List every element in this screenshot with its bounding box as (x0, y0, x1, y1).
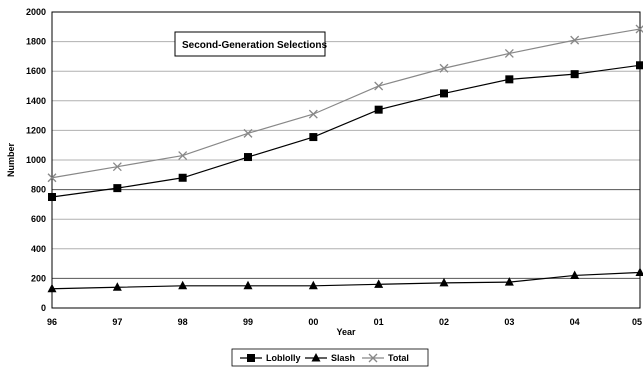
point-slash-04 (570, 270, 580, 279)
gridlines (52, 41, 640, 279)
point-total-04 (570, 35, 580, 45)
point-loblolly-02 (440, 89, 448, 98)
x-tick-label-00: 00 (308, 317, 318, 327)
series-slash (47, 267, 643, 293)
y-tick-label-1200: 1200 (26, 125, 46, 135)
point-loblolly-01 (374, 105, 383, 114)
point-slash-02 (439, 277, 449, 287)
x-tick-label-98: 98 (178, 317, 188, 327)
legend-marker-loblolly (247, 354, 255, 362)
point-slash-03 (504, 277, 514, 286)
point-total-03 (504, 48, 514, 58)
point-slash-99 (243, 280, 253, 290)
legend-item-slash: Slash (305, 353, 355, 363)
legend-frame (231, 348, 429, 367)
legend-item-loblolly: Loblolly (240, 353, 301, 363)
point-total-99 (243, 128, 253, 138)
y-tick-label-2000: 2000 (26, 7, 46, 17)
y-tick-label-1600: 1600 (26, 66, 46, 76)
point-slash-96 (47, 283, 57, 293)
y-tick-label-1800: 1800 (26, 37, 46, 47)
legend-marker-total (368, 353, 378, 363)
point-total-98-stroke-b (178, 151, 188, 161)
point-loblolly-03 (505, 75, 514, 84)
point-total-98 (178, 151, 188, 161)
point-total-01-stroke-b (374, 81, 384, 91)
point-slash-05 (635, 267, 643, 276)
legend-item-total: Total (362, 353, 409, 363)
series-line-total (51, 28, 641, 179)
legend-marker-slash (311, 353, 321, 362)
x-tick-label-96: 96 (47, 317, 57, 327)
point-total-97-stroke-b (112, 162, 122, 172)
y-tick-label-0: 0 (41, 303, 46, 313)
point-slash-01 (374, 279, 384, 288)
point-slash-00 (308, 280, 318, 290)
point-total-03-stroke-b (504, 48, 514, 58)
annotation-text: Second-Generation Selections (182, 40, 327, 51)
point-total-01 (374, 81, 384, 91)
x-tick-label-97: 97 (112, 317, 122, 327)
point-total-96 (47, 173, 57, 183)
point-total-96-stroke-b (47, 173, 57, 183)
series-loblolly (48, 61, 643, 201)
point-total-02 (439, 63, 449, 73)
plot-area-frame (51, 11, 641, 309)
x-tick-label-05: 05 (632, 317, 642, 327)
legend-label-slash: Slash (331, 353, 355, 363)
point-loblolly-99 (244, 153, 252, 162)
legend-marker-total-stroke-b (368, 353, 378, 363)
legend: Loblolly Slash Total (231, 348, 429, 367)
y-tick-label-400: 400 (31, 244, 46, 254)
x-axis-label: Year (336, 327, 356, 337)
point-total-04-stroke-b (570, 35, 580, 45)
point-loblolly-97 (113, 184, 122, 193)
point-slash-98 (178, 280, 188, 290)
series-lines (47, 24, 643, 293)
y-tick-label-600: 600 (31, 214, 46, 224)
point-total-00-stroke-b (308, 109, 318, 119)
point-loblolly-98 (178, 173, 187, 182)
point-loblolly-04 (570, 70, 579, 79)
point-loblolly-05 (636, 61, 643, 70)
y-tick-label-200: 200 (31, 273, 46, 283)
point-total-97 (112, 162, 122, 172)
point-loblolly-00 (309, 133, 318, 142)
y-tick-label-1400: 1400 (26, 96, 46, 106)
y-axis-ticks: 0 200 400 600 800 1000 1200 1400 1600 1800 2000 (26, 7, 46, 313)
point-total-00 (308, 109, 318, 119)
x-tick-label-03: 03 (504, 317, 514, 327)
x-tick-label-04: 04 (570, 317, 580, 327)
x-tick-label-99: 99 (243, 317, 253, 327)
point-total-02-stroke-b (439, 63, 449, 73)
point-total-99-stroke-b (243, 128, 253, 138)
x-tick-label-02: 02 (439, 317, 449, 327)
legend-label-total: Total (388, 353, 409, 363)
point-loblolly-96 (48, 193, 56, 201)
series-line-slash (51, 271, 641, 290)
y-axis-label: Number (6, 143, 16, 178)
series-line-loblolly (51, 64, 641, 198)
series-total (47, 24, 643, 183)
legend-label-loblolly: Loblolly (266, 353, 301, 363)
point-slash-97 (112, 282, 122, 291)
x-tick-label-01: 01 (374, 317, 384, 327)
y-tick-label-800: 800 (31, 185, 46, 195)
annotation-box: Second-Generation Selections (174, 31, 327, 57)
x-axis-ticks: 96 97 98 99 00 01 02 03 04 05 (47, 317, 642, 327)
y-tick-label-1000: 1000 (26, 155, 46, 165)
